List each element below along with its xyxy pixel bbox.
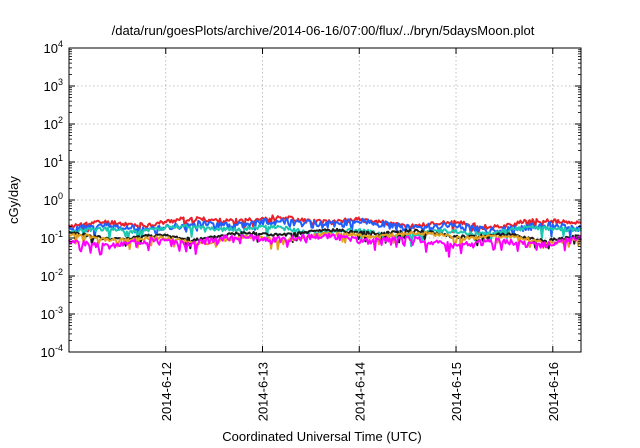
y-tick-label: 101 (44, 153, 63, 170)
y-tick-label: 103 (44, 77, 63, 94)
y-tick-label: 10-3 (41, 305, 63, 322)
x-tick-label: 2014-6-14 (352, 362, 367, 421)
series-line (68, 224, 582, 248)
y-tick-label: 102 (44, 115, 63, 132)
y-tick-label: 10-4 (41, 343, 63, 360)
x-axis-ticks: 2014-6-12 2014-6-13 2014-6-14 2014-6-15 2014… (159, 48, 561, 421)
x-axis-label: Coordinated Universal Time (UTC) (222, 429, 421, 444)
y-axis-ticks: 10-4 10-3 10-2 10-1 100 101 102 103 104 (41, 39, 581, 360)
y-tick-label: 104 (44, 39, 63, 56)
series-line (68, 231, 582, 251)
y-tick-label: 100 (44, 191, 63, 208)
chart-title: /data/run/goesPlots/archive/2014-06-16/0… (112, 23, 535, 38)
y-axis-label: cGy/day (6, 176, 21, 224)
x-tick-label: 2014-6-16 (546, 362, 561, 421)
y-tick-label: 10-2 (41, 267, 63, 284)
x-tick-label: 2014-6-15 (449, 362, 464, 421)
series-line (68, 214, 582, 237)
series-line (68, 232, 582, 258)
y-tick-label: 10-1 (41, 229, 63, 246)
x-tick-label: 2014-6-12 (159, 362, 174, 421)
series-lines (68, 214, 582, 258)
x-tick-label: 2014-6-13 (256, 362, 271, 421)
